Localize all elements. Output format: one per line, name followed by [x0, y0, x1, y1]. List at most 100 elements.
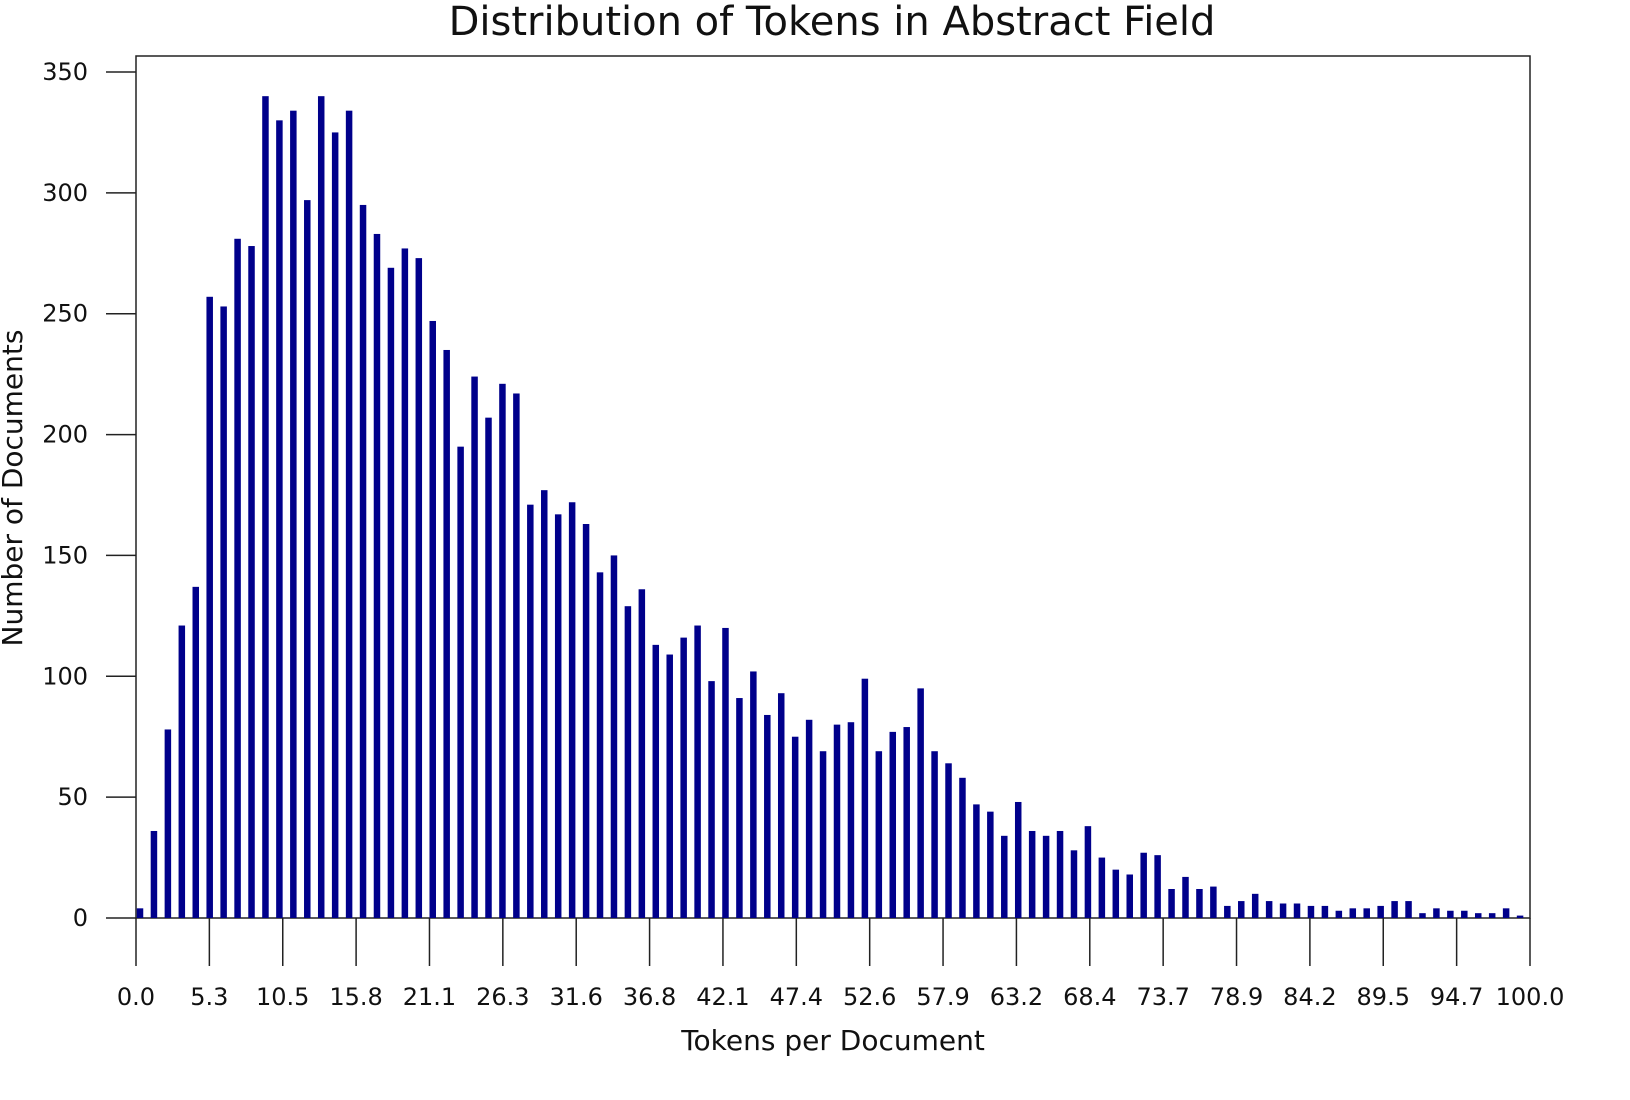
plot-area-frame	[135, 55, 1531, 919]
histogram-bar	[1335, 910, 1343, 918]
x-tick-label: 36.8	[623, 983, 676, 1011]
histogram-bar	[1307, 905, 1315, 918]
histogram-bar	[164, 729, 172, 918]
histogram-bar	[359, 204, 367, 918]
histogram-bar	[1084, 826, 1092, 918]
histogram-bar	[1042, 835, 1050, 918]
x-axis-label: Tokens per Document	[680, 1024, 985, 1057]
histogram-bar	[1014, 801, 1022, 918]
histogram-bar	[1433, 908, 1440, 918]
histogram-bar	[554, 514, 562, 918]
histogram-bar	[805, 719, 813, 918]
histogram-bar	[1321, 905, 1329, 918]
x-tick-label: 21.1	[403, 983, 456, 1011]
histogram-bar	[443, 349, 450, 918]
histogram-bar	[220, 306, 227, 918]
histogram-bar	[791, 736, 799, 918]
histogram-bar	[1363, 908, 1370, 918]
histogram-bar	[1279, 903, 1287, 918]
histogram-bar	[1224, 905, 1231, 918]
histogram-bar	[457, 446, 464, 918]
x-tick-label: 26.3	[476, 983, 529, 1011]
histogram-bar	[1098, 857, 1106, 918]
histogram-bar	[736, 698, 743, 918]
histogram-bar	[1265, 901, 1273, 918]
histogram-bar	[373, 233, 381, 918]
histogram-bar	[1377, 905, 1384, 918]
y-tick-label: 100	[42, 662, 88, 690]
histogram-bar	[471, 376, 478, 918]
histogram-bar	[192, 586, 200, 918]
histogram-bar	[959, 777, 966, 918]
histogram-bar	[276, 120, 283, 919]
histogram-bar	[568, 502, 576, 918]
histogram-bar	[206, 296, 213, 918]
x-tick-label: 52.6	[843, 983, 896, 1011]
histogram-bar	[945, 763, 952, 918]
y-axis-label: Number of Documents	[0, 330, 29, 647]
histogram-bar	[847, 722, 855, 918]
histogram-bar	[541, 490, 548, 918]
histogram-bar	[387, 267, 395, 918]
histogram-bar	[903, 727, 910, 918]
histogram-bar	[1502, 908, 1510, 918]
histogram-bar	[1238, 901, 1245, 918]
histogram-bar	[694, 625, 701, 918]
histogram-bar	[819, 751, 827, 918]
y-tick-label: 250	[42, 300, 88, 328]
histogram-bar	[1028, 830, 1036, 918]
histogram-bar	[931, 751, 938, 918]
histogram-bar	[248, 246, 255, 918]
histogram-bar	[317, 96, 325, 918]
histogram-bar	[136, 908, 144, 918]
histogram-bar	[1516, 915, 1524, 918]
x-tick-label: 89.5	[1357, 983, 1410, 1011]
histogram-bar	[1210, 886, 1217, 918]
histogram-bar	[1488, 913, 1496, 918]
histogram-bar	[1126, 874, 1133, 918]
y-tick-label: 350	[42, 58, 88, 86]
x-tick-label: 57.9	[916, 983, 969, 1011]
histogram-bar	[290, 110, 297, 918]
x-tick-label: 5.3	[190, 983, 228, 1011]
histogram-bar	[1154, 855, 1161, 918]
histogram-bar	[1140, 852, 1147, 918]
x-tick-label: 63.2	[990, 983, 1043, 1011]
histogram-bar	[1474, 913, 1482, 918]
histogram-bar	[1112, 869, 1120, 918]
histogram-bar	[638, 589, 646, 918]
histogram-bar	[1461, 910, 1468, 918]
histogram-bar	[582, 524, 590, 918]
histogram-bar	[777, 693, 785, 918]
chart-title: Distribution of Tokens in Abstract Field	[449, 0, 1216, 45]
x-tick-label: 73.7	[1136, 983, 1189, 1011]
histogram-bar	[1419, 913, 1426, 918]
histogram-bar	[513, 393, 520, 919]
x-tick-label: 42.1	[696, 983, 749, 1011]
histogram-bar	[1251, 893, 1259, 918]
x-tick-label: 0.0	[117, 983, 155, 1011]
histogram-bar	[764, 714, 771, 918]
y-axis: 0 50 100 150 200 250 300 350	[42, 58, 136, 932]
histogram-bar	[331, 132, 339, 918]
y-tick-label: 50	[57, 783, 88, 811]
histogram-bar	[1391, 901, 1398, 918]
histogram-bar	[1349, 908, 1357, 918]
histogram-bar	[987, 811, 994, 918]
histogram-bar	[401, 248, 409, 919]
histogram-bar	[973, 804, 980, 918]
histogram-bar	[875, 751, 883, 918]
histogram-bar	[429, 320, 436, 919]
bars-group	[136, 96, 1524, 919]
histogram-bar	[1168, 888, 1175, 918]
x-tick-label: 47.4	[770, 983, 823, 1011]
x-tick-label: 100.0	[1496, 983, 1565, 1011]
histogram-bar	[304, 200, 311, 918]
histogram-bar	[708, 681, 715, 918]
histogram-bar	[1182, 876, 1189, 918]
histogram-bar	[262, 96, 269, 918]
histogram-bar	[652, 644, 660, 918]
histogram-bar	[1001, 835, 1008, 918]
histogram-bar	[345, 110, 353, 918]
